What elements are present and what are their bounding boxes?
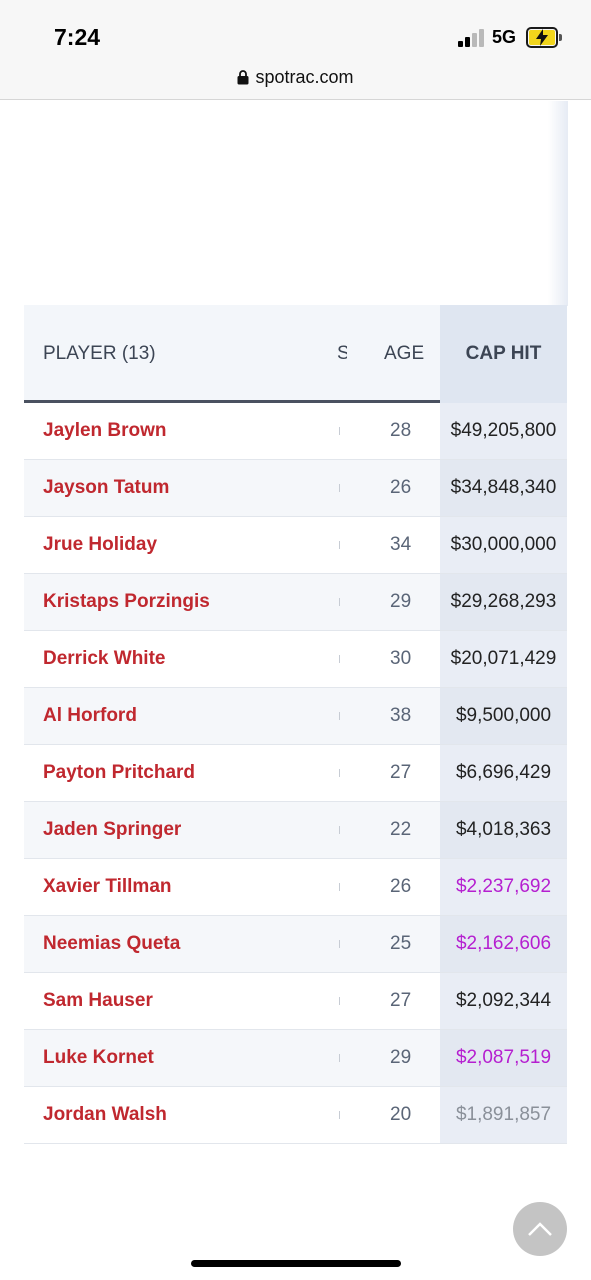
player-link[interactable]: Xavier Tillman bbox=[43, 876, 172, 897]
player-link[interactable]: Luke Kornet bbox=[43, 1047, 154, 1068]
header-player[interactable]: PLAYER (13) bbox=[43, 343, 156, 364]
column-divider bbox=[339, 484, 340, 492]
table-row: Luke Kornet 29 $2,087,519 bbox=[24, 1030, 567, 1087]
player-cap-hit: $49,205,800 bbox=[440, 403, 567, 459]
player-age: 29 bbox=[390, 591, 412, 612]
player-age: 20 bbox=[390, 1104, 412, 1125]
status-bar: 7:24 5G spotrac.com bbox=[0, 0, 591, 100]
column-divider bbox=[339, 940, 340, 948]
player-age: 38 bbox=[390, 705, 412, 726]
header-cap-hit[interactable]: CAP HIT bbox=[440, 305, 567, 403]
column-divider bbox=[339, 826, 340, 834]
roster-table: PLAYER (13) S AGE CAP HIT Jaylen Brown 28… bbox=[24, 305, 567, 1144]
table-row: Jaylen Brown 28 $49,205,800 bbox=[24, 403, 567, 460]
column-divider bbox=[339, 655, 340, 663]
player-link[interactable]: Jrue Holiday bbox=[43, 534, 158, 555]
player-age: 27 bbox=[390, 990, 412, 1011]
table-row: Al Horford 38 $9,500,000 bbox=[24, 688, 567, 745]
player-age: 29 bbox=[390, 1047, 412, 1068]
status-time: 7:24 bbox=[54, 24, 101, 50]
signal-icon bbox=[458, 29, 486, 47]
table-header: PLAYER (13) S AGE CAP HIT bbox=[24, 305, 567, 403]
player-age: 26 bbox=[390, 876, 412, 897]
player-link[interactable]: Al Horford bbox=[43, 705, 137, 726]
header-partial-column[interactable]: S bbox=[337, 343, 347, 364]
home-indicator[interactable] bbox=[191, 1260, 401, 1267]
player-link[interactable]: Derrick White bbox=[43, 648, 166, 669]
column-divider bbox=[339, 1054, 340, 1062]
player-cap-hit: $20,071,429 bbox=[440, 631, 567, 687]
chevron-up-icon bbox=[528, 1222, 552, 1236]
table-row: Jayson Tatum 26 $34,848,340 bbox=[24, 460, 567, 517]
lock-icon bbox=[237, 69, 249, 84]
player-cap-hit: $4,018,363 bbox=[440, 802, 567, 858]
player-cap-hit: $2,162,606 bbox=[440, 916, 567, 972]
table-row: Neemias Queta 25 $2,162,606 bbox=[24, 916, 567, 973]
player-age: 22 bbox=[390, 819, 412, 840]
header-age[interactable]: AGE bbox=[384, 343, 425, 364]
table-row: Derrick White 30 $20,071,429 bbox=[24, 631, 567, 688]
scroll-shadow bbox=[548, 101, 568, 306]
battery-charging-icon bbox=[526, 27, 562, 48]
scroll-to-top-button[interactable] bbox=[513, 1202, 567, 1256]
player-link[interactable]: Jordan Walsh bbox=[43, 1104, 167, 1125]
network-label: 5G bbox=[492, 27, 517, 47]
player-cap-hit: $1,891,857 bbox=[440, 1087, 567, 1143]
column-divider bbox=[339, 712, 340, 720]
table-row: Jordan Walsh 20 $1,891,857 bbox=[24, 1087, 567, 1144]
player-cap-hit: $2,092,344 bbox=[440, 973, 567, 1029]
url-text: spotrac.com bbox=[255, 66, 354, 87]
player-cap-hit: $34,848,340 bbox=[440, 460, 567, 516]
table-row: Sam Hauser 27 $2,092,344 bbox=[24, 973, 567, 1030]
player-link[interactable]: Jaden Springer bbox=[43, 819, 182, 840]
player-link[interactable]: Jayson Tatum bbox=[43, 477, 170, 498]
player-link[interactable]: Neemias Queta bbox=[43, 933, 181, 954]
column-divider bbox=[339, 541, 340, 549]
player-age: 25 bbox=[390, 933, 412, 954]
column-divider bbox=[339, 598, 340, 606]
table-row: Xavier Tillman 26 $2,237,692 bbox=[24, 859, 567, 916]
player-link[interactable]: Kristaps Porzingis bbox=[43, 591, 210, 612]
table-row: Jrue Holiday 34 $30,000,000 bbox=[24, 517, 567, 574]
column-divider bbox=[339, 769, 340, 777]
address-bar[interactable]: spotrac.com bbox=[0, 64, 591, 90]
column-divider bbox=[339, 427, 340, 435]
player-age: 34 bbox=[390, 534, 412, 555]
player-cap-hit: $30,000,000 bbox=[440, 517, 567, 573]
column-divider bbox=[339, 883, 340, 891]
column-divider bbox=[339, 1111, 340, 1119]
player-age: 26 bbox=[390, 477, 412, 498]
player-link[interactable]: Sam Hauser bbox=[43, 990, 153, 1011]
player-age: 27 bbox=[390, 762, 412, 783]
table-row: Kristaps Porzingis 29 $29,268,293 bbox=[24, 574, 567, 631]
column-divider bbox=[339, 997, 340, 1005]
player-cap-hit: $2,237,692 bbox=[440, 859, 567, 915]
player-cap-hit: $9,500,000 bbox=[440, 688, 567, 744]
player-age: 28 bbox=[390, 420, 412, 441]
player-cap-hit: $29,268,293 bbox=[440, 574, 567, 630]
table-row: Payton Pritchard 27 $6,696,429 bbox=[24, 745, 567, 802]
player-link[interactable]: Jaylen Brown bbox=[43, 420, 167, 441]
player-cap-hit: $6,696,429 bbox=[440, 745, 567, 801]
player-cap-hit: $2,087,519 bbox=[440, 1030, 567, 1086]
player-link[interactable]: Payton Pritchard bbox=[43, 762, 196, 783]
table-body: Jaylen Brown 28 $49,205,800 Jayson Tatum 26 $… bbox=[24, 403, 567, 1144]
table-row: Jaden Springer 22 $4,018,363 bbox=[24, 802, 567, 859]
player-age: 30 bbox=[390, 648, 412, 669]
